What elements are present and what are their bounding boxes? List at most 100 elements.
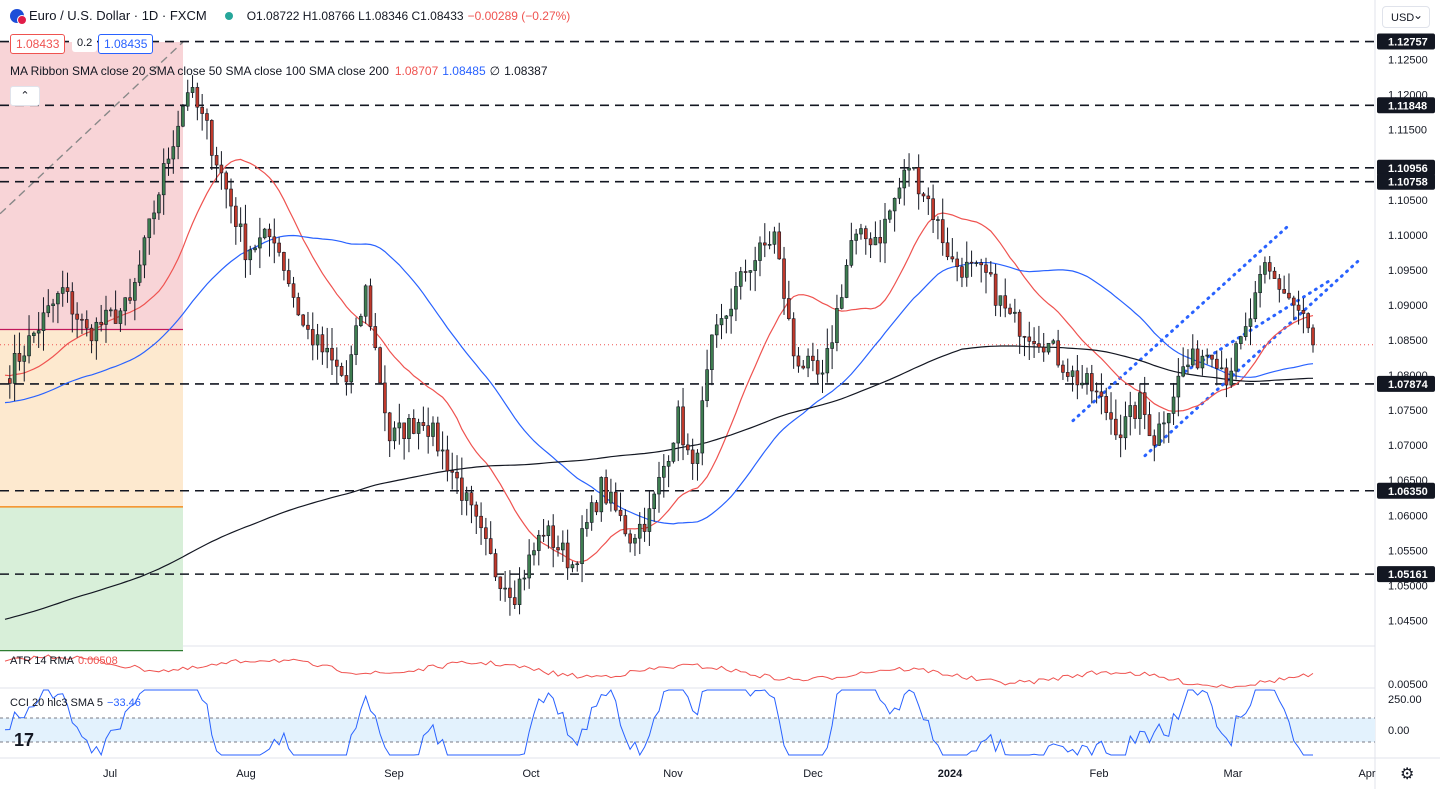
candle-body xyxy=(926,195,931,200)
candle xyxy=(556,535,560,557)
level-price-tag xyxy=(1377,375,1435,392)
candle xyxy=(700,386,705,466)
candle xyxy=(604,469,608,506)
candle-body xyxy=(498,576,503,589)
candle xyxy=(1075,354,1080,400)
candle-body xyxy=(883,218,887,244)
level-price-label: 1.06350 xyxy=(1388,486,1428,498)
candle-body xyxy=(1239,336,1243,344)
chevron-up-icon: ⌃ xyxy=(20,90,30,102)
candle xyxy=(1118,414,1123,458)
candle xyxy=(286,258,291,287)
time-tick-label: 2024 xyxy=(938,768,963,780)
candle xyxy=(344,360,349,396)
candle-body xyxy=(955,258,959,267)
candle xyxy=(561,530,565,562)
candle-body xyxy=(1243,326,1248,338)
candle-body xyxy=(1311,327,1315,346)
atr-line xyxy=(4,654,1314,689)
candle xyxy=(1248,298,1253,346)
candle xyxy=(1138,383,1142,435)
candle xyxy=(219,151,224,190)
candle-body xyxy=(1219,367,1224,370)
candle-body xyxy=(532,550,536,556)
candle-body xyxy=(354,325,358,355)
price-tick-label: 1.04500 xyxy=(1388,615,1428,627)
candle-body xyxy=(1291,297,1296,306)
candle-body xyxy=(474,504,479,517)
candle-body xyxy=(1080,382,1084,386)
ma-value-1: 1.08707 xyxy=(394,64,439,78)
candle-body xyxy=(647,508,652,532)
candle-body xyxy=(320,334,325,353)
candle xyxy=(200,93,204,131)
candle xyxy=(80,313,84,334)
candle xyxy=(1133,401,1137,429)
candle-body xyxy=(402,422,406,439)
price-tick-label: 1.06000 xyxy=(1388,510,1428,522)
candle xyxy=(517,567,522,615)
cci-legend[interactable]: CCI 20 hlc3 SMA 5 −33.46 xyxy=(10,697,141,709)
level-price-tag xyxy=(1377,173,1435,190)
candle-body xyxy=(873,237,878,246)
price-change: −0.00289 (−0.27%) xyxy=(467,8,571,23)
candle-body xyxy=(46,305,51,314)
candle xyxy=(1109,392,1113,435)
candle-body xyxy=(181,105,185,127)
channel-line-1 xyxy=(1143,257,1362,458)
candle xyxy=(734,272,738,322)
candle-body xyxy=(1013,311,1017,314)
candle-body xyxy=(777,231,782,260)
candle-body xyxy=(508,587,512,598)
candle xyxy=(474,501,479,535)
candle xyxy=(758,236,762,277)
candle xyxy=(854,228,858,255)
candle xyxy=(176,110,180,160)
level-price-tag xyxy=(1377,566,1435,583)
fib-zone-orange xyxy=(0,329,183,507)
candle-body xyxy=(705,369,709,402)
currency-selector[interactable]: USD xyxy=(1382,4,1430,28)
candle-body xyxy=(99,321,103,325)
candle xyxy=(1162,411,1166,444)
gear-icon[interactable]: ⚙ xyxy=(1400,766,1415,783)
candle-body xyxy=(1056,340,1060,366)
collapse-legend-button[interactable]: ⌃ xyxy=(10,86,40,106)
candle-body xyxy=(56,293,60,305)
ma-ribbon-legend[interactable]: MA Ribbon SMA close 20 SMA close 50 SMA … xyxy=(10,64,548,78)
candle-body xyxy=(291,283,296,298)
candle-body xyxy=(421,422,426,426)
candle-body xyxy=(1301,310,1306,314)
tradingview-logo-icon[interactable]: 17 xyxy=(14,730,35,750)
candle xyxy=(815,349,820,384)
candle-body xyxy=(84,319,89,329)
symbol-title[interactable]: Euro / U.S. Dollar · 1D · FXCM xyxy=(29,8,207,23)
candle xyxy=(964,241,969,287)
candle-body xyxy=(455,471,459,479)
candle-body xyxy=(594,502,599,513)
candle-body xyxy=(60,287,65,294)
candle-body xyxy=(878,237,883,244)
candle-body xyxy=(849,240,854,266)
candle xyxy=(435,416,440,457)
candle xyxy=(825,328,830,383)
candle xyxy=(950,238,955,263)
atr-legend[interactable]: ATR 14 RMA 0.00508 xyxy=(10,655,118,667)
cci-value: −33.46 xyxy=(106,697,141,709)
candle-body xyxy=(258,237,262,249)
candle-body xyxy=(94,321,99,342)
ask-price-button[interactable]: 1.08435 xyxy=(98,34,154,54)
candle xyxy=(229,178,233,224)
candle xyxy=(397,403,402,445)
candle-body xyxy=(234,205,238,227)
candle-body xyxy=(310,329,315,346)
candle-body xyxy=(580,528,584,565)
candle xyxy=(806,348,810,378)
candle xyxy=(618,492,623,522)
candle xyxy=(1094,382,1099,404)
candle xyxy=(488,521,493,555)
candle xyxy=(1195,340,1200,370)
bid-price-button[interactable]: 1.08433 xyxy=(10,34,66,54)
candle-body xyxy=(888,210,892,220)
